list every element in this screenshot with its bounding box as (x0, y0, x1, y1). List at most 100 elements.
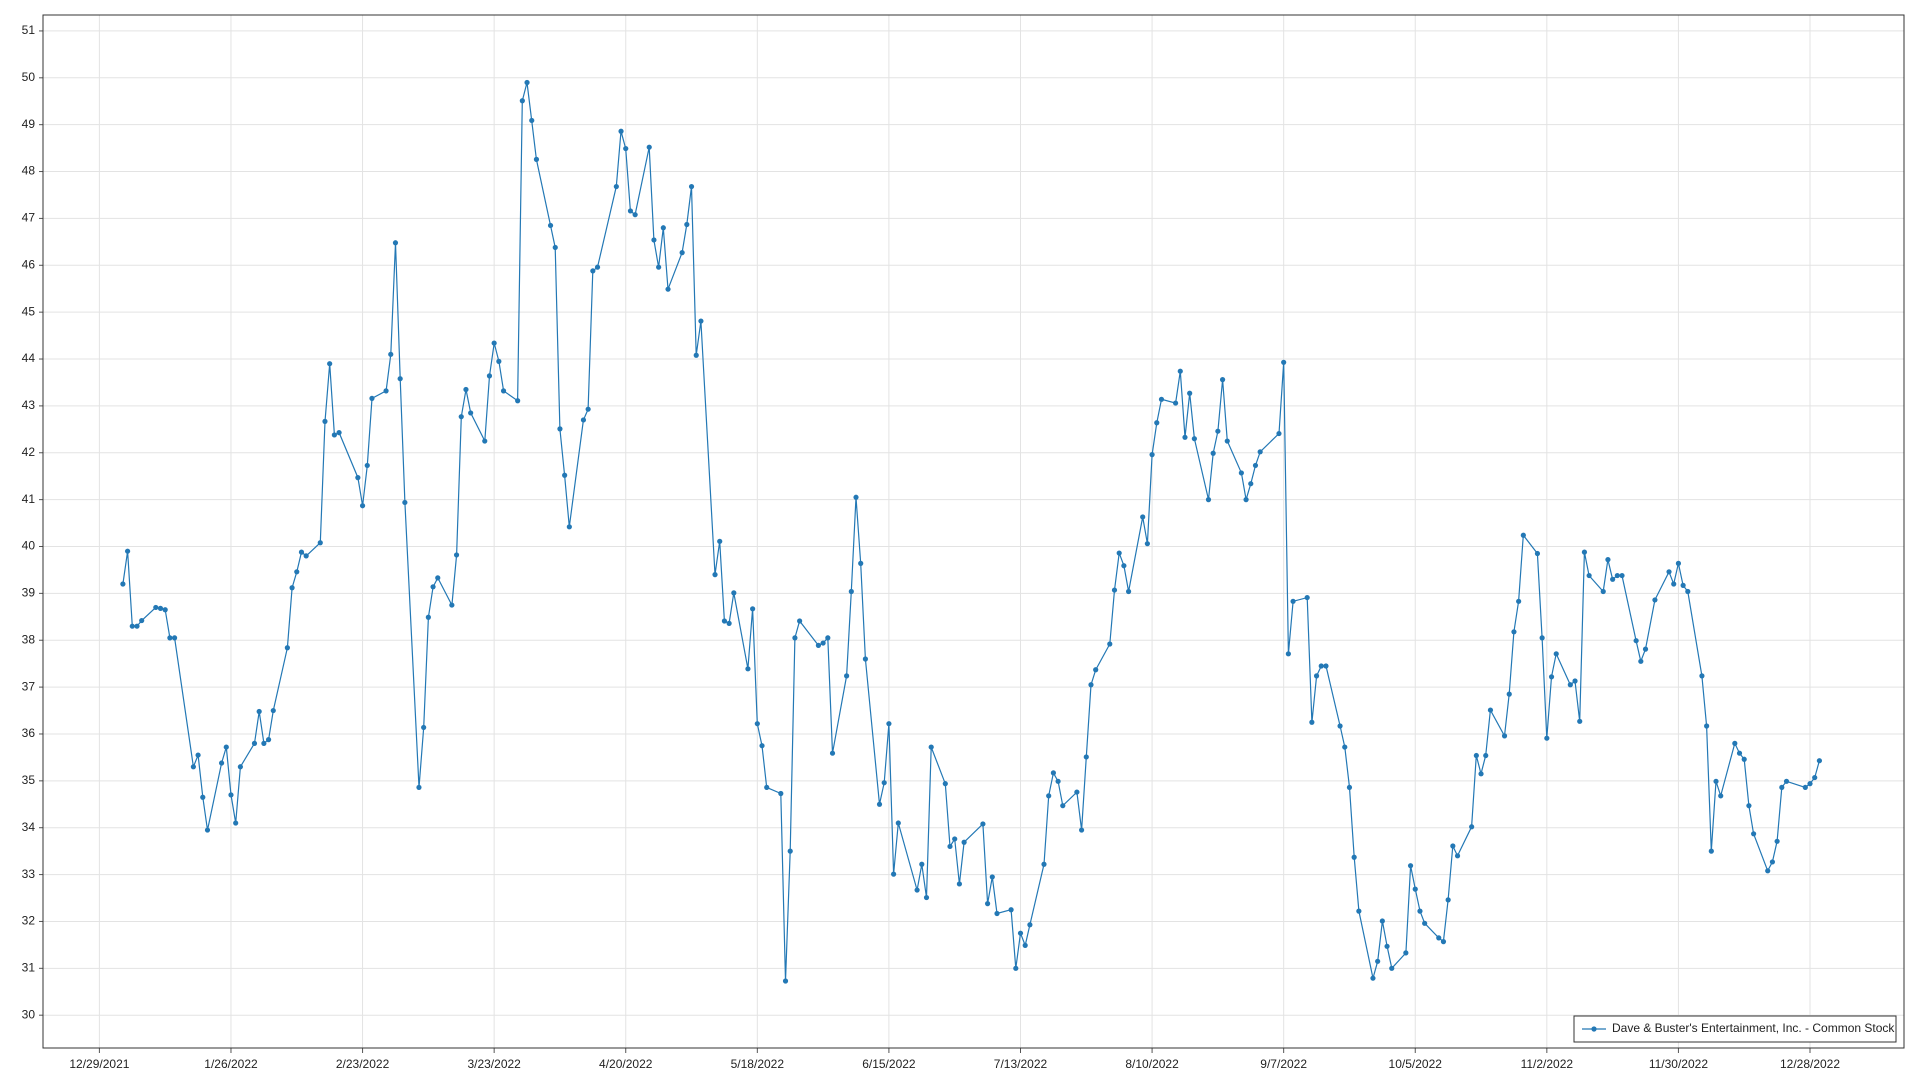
data-point (1205, 497, 1212, 503)
data-point (566, 524, 572, 530)
data-point (829, 750, 836, 756)
data-point (453, 552, 460, 558)
data-point (515, 398, 521, 404)
data-point (1022, 942, 1028, 948)
data-point (989, 874, 995, 880)
data-point (919, 861, 925, 867)
data-point (1783, 778, 1790, 784)
data-point (1680, 582, 1686, 588)
data-point (1610, 576, 1616, 582)
data-point (1501, 733, 1508, 739)
y-tick-label: 45 (22, 304, 36, 318)
data-point (1440, 939, 1447, 945)
data-point (256, 708, 262, 715)
data-point (1619, 572, 1625, 579)
data-point (397, 376, 403, 382)
data-point (1060, 803, 1066, 809)
data-point (1581, 549, 1588, 555)
data-point (797, 618, 803, 624)
data-point (1511, 629, 1517, 635)
data-point (519, 98, 525, 104)
data-point (1436, 935, 1442, 941)
data-point (1215, 428, 1221, 434)
data-point (590, 268, 596, 274)
data-point (167, 635, 173, 641)
data-point (1633, 638, 1639, 644)
data-point (1422, 920, 1428, 926)
data-point (134, 623, 140, 629)
y-tick-label: 44 (22, 351, 36, 365)
data-point (171, 635, 178, 641)
data-point (529, 117, 535, 124)
x-tick-label: 2/23/2022 (336, 1057, 390, 1071)
data-point (947, 843, 953, 850)
data-point (646, 144, 652, 150)
y-tick-label: 42 (22, 445, 36, 459)
data-point (876, 801, 883, 807)
data-point (1389, 965, 1395, 971)
data-point (153, 604, 159, 611)
y-tick-label: 50 (22, 70, 36, 84)
data-point (613, 183, 619, 190)
data-point (552, 244, 558, 251)
data-point (1172, 400, 1179, 406)
data-point (717, 538, 723, 544)
data-point (425, 614, 431, 620)
data-point (1548, 674, 1555, 680)
data-point (1356, 908, 1362, 914)
y-tick-label: 33 (22, 867, 36, 881)
data-point (1140, 514, 1146, 520)
data-point (449, 602, 455, 608)
data-point (679, 250, 685, 256)
data-point (157, 605, 164, 611)
data-point (1812, 774, 1818, 781)
legend-label: Dave & Buster's Entertainment, Inc. - Co… (1612, 1021, 1895, 1035)
data-point (1238, 470, 1244, 476)
data-point (120, 581, 126, 587)
data-point (1121, 563, 1127, 569)
plot-frame (42, 14, 1905, 1049)
data-point (392, 240, 399, 246)
data-point (580, 417, 587, 423)
data-point (1516, 598, 1522, 604)
data-point (815, 642, 822, 648)
data-point (547, 222, 554, 229)
data-point (1642, 646, 1649, 652)
data-point (886, 721, 892, 727)
data-point (665, 286, 671, 292)
data-point (237, 764, 243, 770)
x-tick-label: 12/28/2022 (1780, 1057, 1840, 1071)
data-point (853, 494, 859, 500)
data-point (1107, 641, 1113, 647)
data-point (1013, 965, 1019, 971)
data-point (1751, 831, 1757, 837)
data-point (317, 540, 323, 546)
data-point (355, 475, 361, 481)
data-point (1407, 863, 1414, 869)
data-point (500, 388, 507, 394)
data-point (336, 430, 342, 436)
data-point (1553, 651, 1559, 657)
data-point (1417, 908, 1423, 914)
data-point (1144, 541, 1150, 547)
y-tick-label: 47 (22, 211, 36, 225)
data-point (327, 361, 333, 367)
data-point (632, 212, 638, 218)
data-point (1304, 594, 1310, 601)
data-point (1318, 663, 1324, 669)
y-tick-label: 31 (22, 960, 36, 974)
data-point (782, 978, 789, 984)
data-point (228, 792, 234, 798)
data-point (627, 208, 634, 214)
data-point (961, 839, 967, 845)
data-point (764, 784, 770, 791)
data-point (261, 740, 267, 746)
data-point (787, 848, 793, 854)
data-point (482, 438, 488, 444)
data-point (1055, 778, 1061, 784)
data-point (1219, 377, 1226, 383)
data-point (218, 760, 225, 766)
data-point (1309, 719, 1315, 725)
